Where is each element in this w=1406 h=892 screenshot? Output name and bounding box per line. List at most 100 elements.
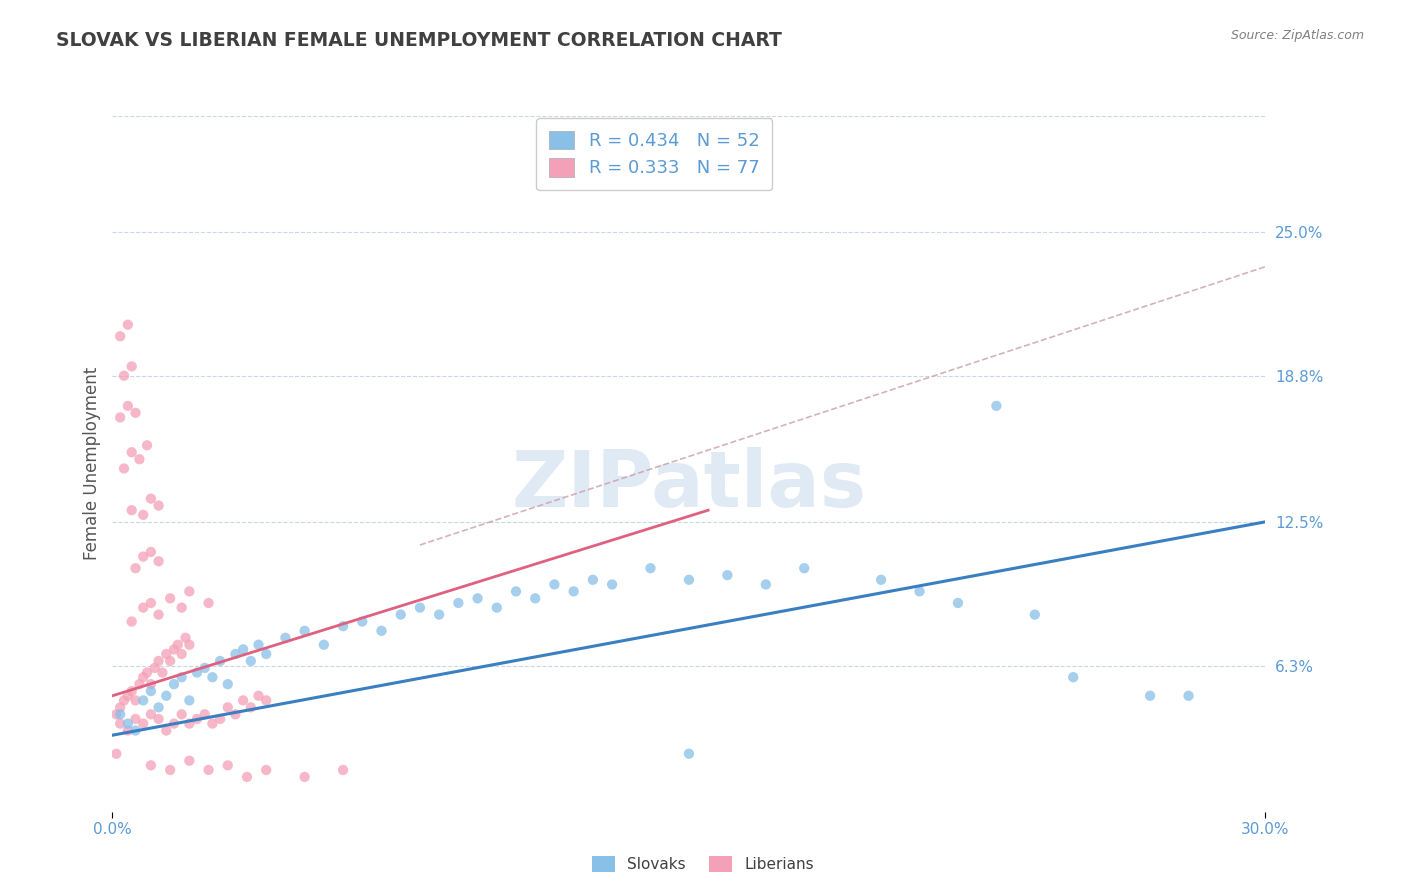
Point bbox=[121, 503, 143, 517]
Point bbox=[254, 693, 277, 707]
Point bbox=[155, 647, 177, 661]
Point bbox=[163, 716, 186, 731]
Point bbox=[217, 758, 239, 772]
Point bbox=[148, 499, 170, 513]
Point bbox=[159, 763, 181, 777]
Point bbox=[108, 707, 131, 722]
Point bbox=[132, 508, 155, 522]
Point bbox=[232, 693, 254, 707]
Point bbox=[247, 638, 270, 652]
Point bbox=[793, 561, 815, 575]
Point bbox=[562, 584, 585, 599]
Point bbox=[155, 689, 177, 703]
Point bbox=[108, 329, 131, 343]
Point bbox=[254, 763, 277, 777]
Point bbox=[112, 461, 135, 475]
Point bbox=[1177, 689, 1199, 703]
Point bbox=[105, 747, 128, 761]
Point bbox=[197, 596, 219, 610]
Point bbox=[224, 647, 246, 661]
Point bbox=[409, 600, 432, 615]
Point bbox=[582, 573, 605, 587]
Point bbox=[124, 712, 146, 726]
Point bbox=[117, 399, 139, 413]
Point bbox=[132, 670, 155, 684]
Point bbox=[121, 684, 143, 698]
Point bbox=[166, 638, 188, 652]
Point bbox=[946, 596, 969, 610]
Point bbox=[179, 693, 201, 707]
Point bbox=[117, 318, 139, 332]
Point bbox=[186, 712, 208, 726]
Point bbox=[124, 561, 146, 575]
Point bbox=[312, 638, 335, 652]
Point bbox=[194, 707, 217, 722]
Point bbox=[170, 600, 193, 615]
Point bbox=[128, 677, 150, 691]
Point bbox=[678, 747, 700, 761]
Point bbox=[117, 723, 139, 738]
Point bbox=[139, 596, 162, 610]
Point bbox=[136, 438, 159, 452]
Point bbox=[112, 368, 135, 383]
Point bbox=[170, 670, 193, 684]
Point bbox=[870, 573, 893, 587]
Point bbox=[148, 700, 170, 714]
Point bbox=[986, 399, 1008, 413]
Point bbox=[143, 661, 166, 675]
Point bbox=[640, 561, 662, 575]
Legend: R = 0.434   N = 52, R = 0.333   N = 77: R = 0.434 N = 52, R = 0.333 N = 77 bbox=[537, 118, 772, 190]
Point bbox=[755, 577, 778, 591]
Text: Source: ZipAtlas.com: Source: ZipAtlas.com bbox=[1230, 29, 1364, 42]
Point bbox=[139, 545, 162, 559]
Point bbox=[332, 763, 354, 777]
Point bbox=[121, 359, 143, 374]
Point bbox=[1024, 607, 1046, 622]
Point bbox=[179, 584, 201, 599]
Point bbox=[108, 716, 131, 731]
Point bbox=[179, 716, 201, 731]
Point bbox=[148, 654, 170, 668]
Point bbox=[124, 723, 146, 738]
Point bbox=[543, 577, 565, 591]
Point bbox=[600, 577, 623, 591]
Point bbox=[447, 596, 470, 610]
Point bbox=[217, 700, 239, 714]
Point bbox=[370, 624, 392, 638]
Point bbox=[505, 584, 527, 599]
Point bbox=[159, 654, 181, 668]
Point bbox=[132, 716, 155, 731]
Point bbox=[128, 452, 150, 467]
Point bbox=[132, 600, 155, 615]
Point bbox=[294, 624, 316, 638]
Point bbox=[152, 665, 174, 680]
Point bbox=[186, 665, 208, 680]
Point bbox=[170, 647, 193, 661]
Point bbox=[105, 707, 128, 722]
Point bbox=[179, 754, 201, 768]
Point bbox=[148, 554, 170, 568]
Point bbox=[389, 607, 412, 622]
Point bbox=[159, 591, 181, 606]
Point bbox=[139, 677, 162, 691]
Text: SLOVAK VS LIBERIAN FEMALE UNEMPLOYMENT CORRELATION CHART: SLOVAK VS LIBERIAN FEMALE UNEMPLOYMENT C… bbox=[56, 31, 782, 50]
Point bbox=[148, 712, 170, 726]
Point bbox=[163, 677, 186, 691]
Point bbox=[201, 716, 224, 731]
Text: ZIPatlas: ZIPatlas bbox=[512, 447, 866, 523]
Y-axis label: Female Unemployment: Female Unemployment bbox=[83, 368, 101, 560]
Point bbox=[117, 689, 139, 703]
Point bbox=[467, 591, 489, 606]
Point bbox=[148, 607, 170, 622]
Point bbox=[139, 758, 162, 772]
Point bbox=[124, 693, 146, 707]
Point bbox=[1062, 670, 1084, 684]
Point bbox=[174, 631, 197, 645]
Point bbox=[108, 700, 131, 714]
Point bbox=[139, 707, 162, 722]
Point bbox=[217, 677, 239, 691]
Point bbox=[716, 568, 738, 582]
Point bbox=[239, 654, 262, 668]
Point bbox=[139, 684, 162, 698]
Point bbox=[294, 770, 316, 784]
